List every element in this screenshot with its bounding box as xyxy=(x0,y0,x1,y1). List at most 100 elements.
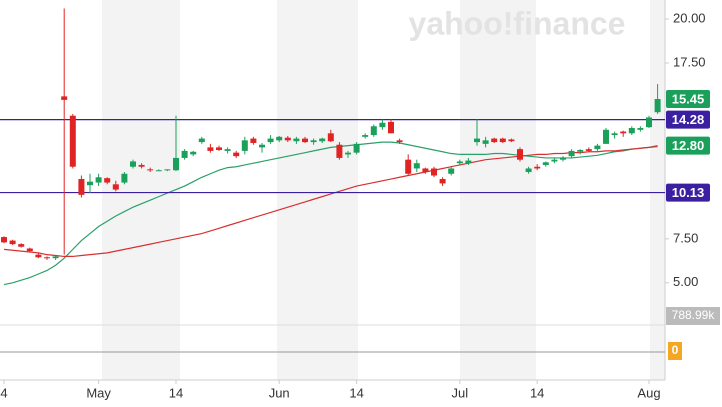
price-label-box xyxy=(666,136,710,155)
candle-body xyxy=(448,168,455,174)
candle-body xyxy=(69,115,76,167)
candle-body xyxy=(284,137,291,141)
candle-body xyxy=(431,168,437,176)
x-tick-label: Jul xyxy=(451,385,468,400)
period-shade xyxy=(460,0,536,380)
price-label-box xyxy=(666,110,710,129)
candle-body xyxy=(654,99,661,113)
candle-body xyxy=(405,159,412,174)
candle-body xyxy=(362,135,369,137)
candle-body xyxy=(465,160,472,164)
candle-body xyxy=(396,140,403,143)
candle-body xyxy=(646,117,652,128)
candle-body xyxy=(112,184,119,190)
y-tick-label: 7.50 xyxy=(673,230,698,245)
candle-body xyxy=(26,248,33,252)
candle-body xyxy=(319,138,326,142)
candle-body xyxy=(439,179,446,184)
candle-body xyxy=(508,139,515,142)
candle-body xyxy=(517,149,523,160)
volume-label: 788.99k xyxy=(672,308,716,322)
candle-body xyxy=(336,144,343,158)
x-tick-label: 14 xyxy=(349,385,363,400)
candle-body xyxy=(525,168,532,172)
candle-body xyxy=(370,126,377,136)
x-tick-label: May xyxy=(86,385,111,400)
candle-body xyxy=(276,136,283,141)
candle-body xyxy=(413,163,420,169)
x-tick-label: Jun xyxy=(269,385,290,400)
candle-body xyxy=(18,244,25,247)
x-tick-label: 14 xyxy=(530,385,544,400)
candle-body xyxy=(207,147,214,151)
candle-body xyxy=(250,138,257,143)
candle-body xyxy=(577,150,584,152)
price-label: 14.28 xyxy=(672,112,705,127)
candle-body xyxy=(224,149,231,151)
moving-average-line xyxy=(3,141,658,286)
candle-body xyxy=(164,169,171,171)
candle-body xyxy=(190,151,197,155)
candle-body xyxy=(173,157,179,171)
candle-body xyxy=(482,140,489,144)
price-label: 12.80 xyxy=(672,138,705,153)
candle-body xyxy=(267,138,274,143)
candle-body xyxy=(138,164,145,167)
candle-body xyxy=(637,128,644,130)
candle-body xyxy=(52,256,59,259)
candle-body xyxy=(121,173,128,183)
candle-body xyxy=(327,133,334,142)
candle-body xyxy=(61,96,68,100)
indicator-label: 0 xyxy=(672,343,679,357)
candle-body xyxy=(456,161,463,164)
x-tick-label: Aug xyxy=(637,385,660,400)
candle-body xyxy=(551,159,558,162)
price-label: 15.45 xyxy=(672,91,705,106)
period-shade xyxy=(102,0,180,380)
price-label: 10.13 xyxy=(672,185,705,200)
candle-body xyxy=(560,157,566,160)
candle-body xyxy=(620,131,627,134)
candle-body xyxy=(611,133,618,136)
candle-body xyxy=(568,150,575,157)
indicator-label-box xyxy=(668,342,682,360)
candle-body xyxy=(353,143,360,153)
volume-label-box xyxy=(666,307,720,325)
candle-body xyxy=(95,177,102,183)
candle-body xyxy=(155,170,162,172)
candle-body xyxy=(491,138,498,143)
price-label-box xyxy=(666,90,710,109)
candle-body xyxy=(499,138,506,143)
candle-body xyxy=(534,166,541,169)
candle-body xyxy=(310,140,317,143)
candle-body xyxy=(198,138,205,143)
candle-body xyxy=(542,162,549,165)
x-tick-label: 14 xyxy=(169,385,183,400)
candle-body xyxy=(35,254,42,258)
candle-body xyxy=(241,140,248,151)
candle-body xyxy=(87,181,93,186)
y-tick-label: 5.00 xyxy=(673,274,698,289)
candle-body xyxy=(293,138,300,142)
y-tick-label: 17.50 xyxy=(673,54,706,69)
candle-body xyxy=(44,257,50,259)
price-label-box xyxy=(666,183,710,202)
candle-body xyxy=(1,237,7,243)
candle-body xyxy=(345,152,351,155)
y-tick-label: 20.00 xyxy=(673,10,706,25)
watermark: yahoo!finance xyxy=(409,5,626,41)
candle-body xyxy=(422,168,429,172)
candle-body xyxy=(585,149,592,151)
candle-body xyxy=(628,128,635,134)
moving-average-line xyxy=(3,145,658,258)
candle-body xyxy=(78,179,85,195)
candle-body xyxy=(594,145,601,150)
candle-body xyxy=(474,138,480,143)
period-shade xyxy=(650,0,665,380)
candle-body xyxy=(147,169,154,171)
candle-body xyxy=(216,147,222,151)
candle-body xyxy=(104,178,111,183)
candle-body xyxy=(603,129,609,144)
candle-body xyxy=(130,161,136,167)
